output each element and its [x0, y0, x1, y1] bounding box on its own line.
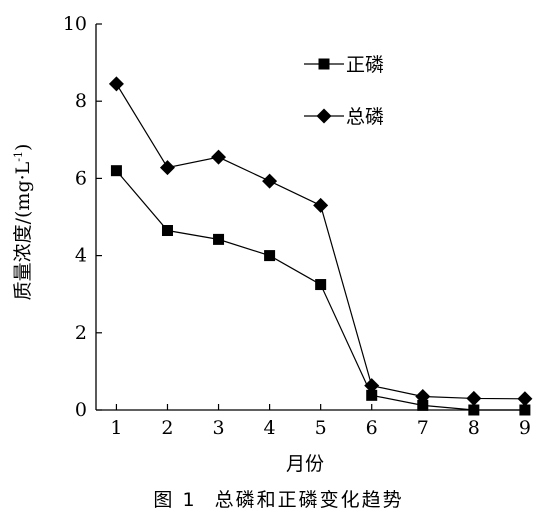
- data-point-diamond: [108, 76, 124, 92]
- data-point-square: [264, 250, 276, 262]
- y-axis-label: 质量浓度/(mg·L-1): [12, 144, 34, 301]
- data-point-square: [366, 389, 378, 401]
- y-axis-label-main: 质量浓度/(mg·L: [12, 161, 34, 300]
- x-tick-label: 6: [366, 417, 378, 439]
- data-point-diamond: [211, 149, 227, 165]
- series-lines: [115, 83, 525, 411]
- x-tick-label: 4: [264, 417, 276, 439]
- x-tick-label: 8: [468, 417, 480, 439]
- series-markers: [108, 76, 533, 416]
- x-tick-label: 1: [110, 417, 122, 439]
- data-point-square: [417, 399, 429, 411]
- y-tick-label: 6: [75, 167, 87, 189]
- y-tick-label: 2: [75, 322, 87, 344]
- data-point-square: [468, 404, 480, 416]
- x-tick-label: 2: [161, 417, 173, 439]
- chart-axes: [95, 24, 530, 411]
- series-line-2: [115, 83, 525, 400]
- figure-caption: 图 1 总磷和正磷变化趋势: [0, 485, 557, 512]
- data-point-square: [110, 165, 122, 177]
- x-tick-label: 9: [519, 417, 531, 439]
- y-tick-label: 4: [75, 245, 87, 267]
- data-point-diamond: [262, 173, 278, 189]
- data-point-diamond: [159, 160, 175, 176]
- data-point-diamond: [517, 391, 533, 407]
- x-tick-label: 3: [212, 417, 224, 439]
- legend-marker-square: [318, 58, 330, 70]
- legend-label-1: 正磷: [346, 54, 384, 76]
- y-axis-label-exponent: -1: [12, 151, 25, 162]
- data-point-diamond: [415, 388, 431, 404]
- data-point-square: [213, 233, 225, 245]
- data-point-diamond: [313, 197, 329, 213]
- x-axis-label: 月份: [286, 453, 324, 475]
- data-point-diamond: [364, 378, 380, 394]
- y-tick-label: 0: [75, 399, 87, 421]
- x-tick-label: 7: [417, 417, 429, 439]
- figure-number: 图 1: [153, 489, 197, 511]
- figure-caption-text: 总磷和正磷变化趋势: [214, 489, 404, 511]
- y-axis-label-close: ): [12, 144, 34, 151]
- data-point-square: [519, 404, 531, 416]
- legend-label-2: 总磷: [346, 106, 384, 128]
- data-point-diamond: [466, 390, 482, 406]
- data-point-square: [161, 225, 173, 237]
- legend-marker-diamond: [316, 108, 332, 124]
- y-tick-label: 10: [63, 13, 87, 35]
- x-tick-label: 5: [315, 417, 327, 439]
- data-point-square: [315, 279, 327, 291]
- y-tick-label: 8: [75, 90, 87, 112]
